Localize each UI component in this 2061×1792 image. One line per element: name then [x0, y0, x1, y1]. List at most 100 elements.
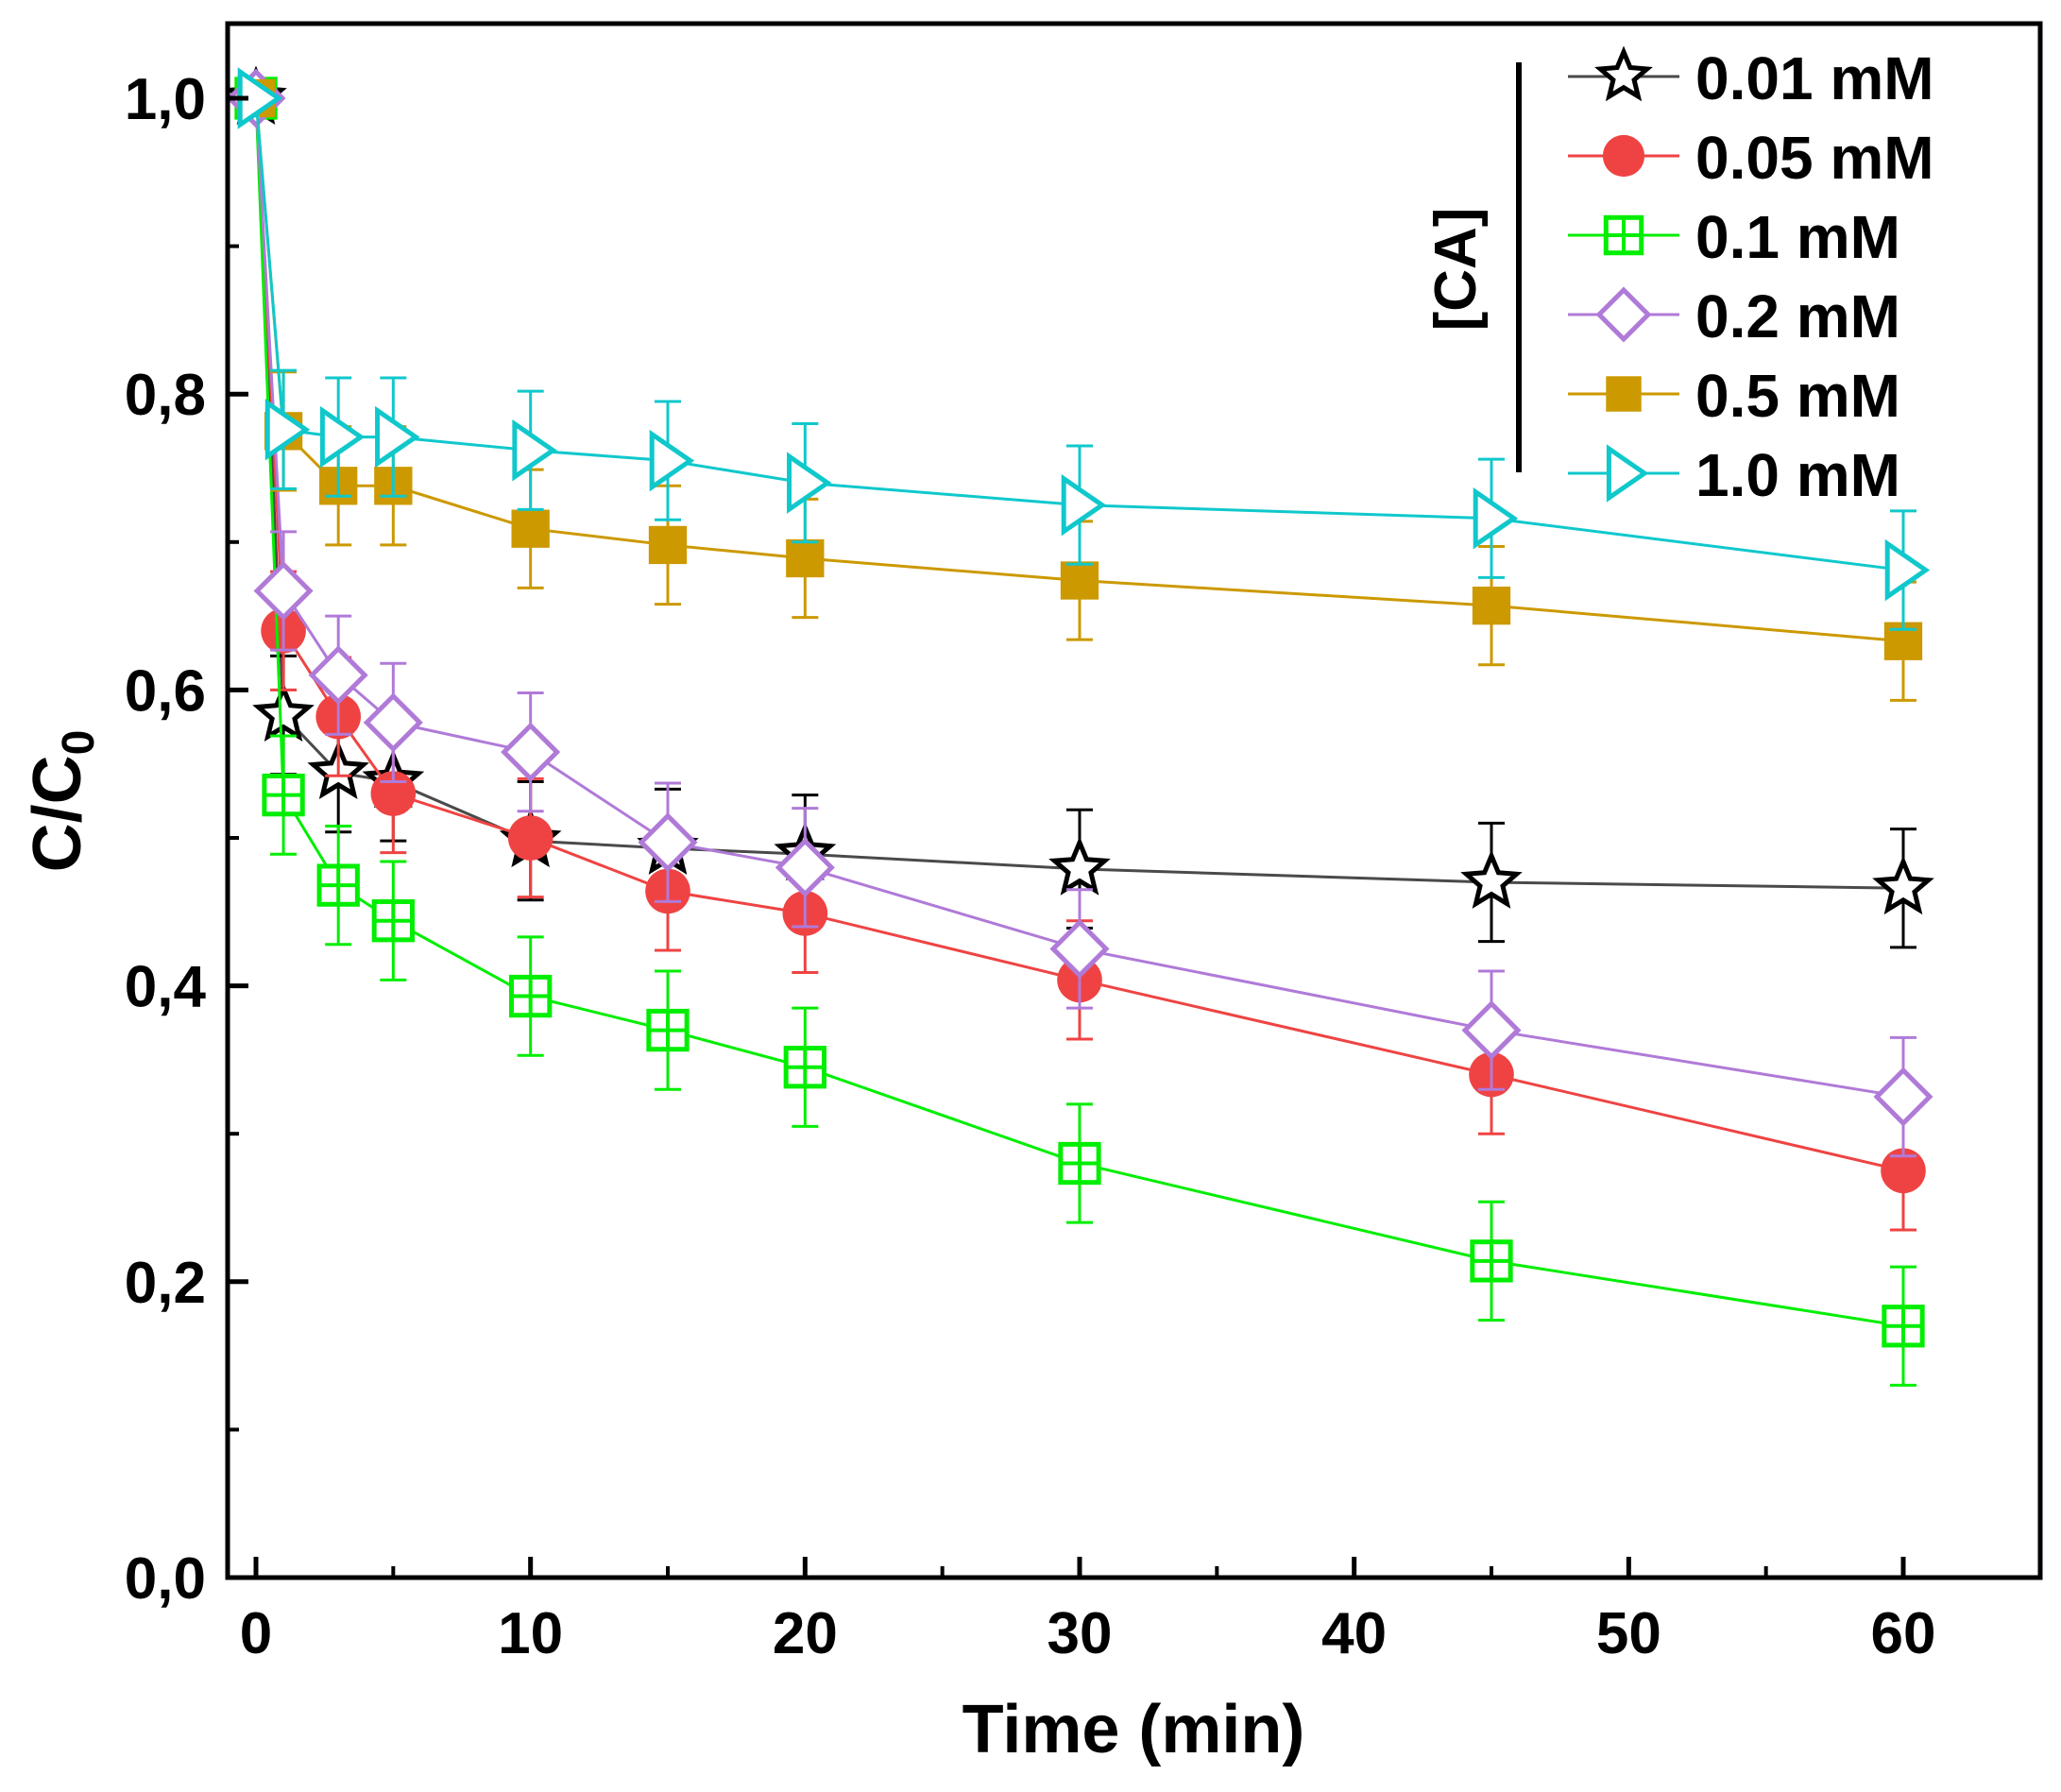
data-point	[1461, 1000, 1522, 1061]
series-0-5-mM	[236, 78, 1923, 702]
legend-label: 0.05 mM	[1695, 124, 1934, 192]
star-marker	[1460, 849, 1523, 909]
y-tick-label: 1,0	[125, 67, 206, 132]
diamond-marker	[253, 560, 314, 622]
diamond-marker	[1873, 1067, 1933, 1127]
data-point	[1470, 1239, 1513, 1283]
legend-label: 1.0 mM	[1695, 441, 1900, 509]
data-point	[1473, 486, 1519, 550]
data-point	[648, 525, 688, 565]
triangle-right-marker	[1473, 486, 1519, 550]
circle-marker	[507, 815, 554, 861]
data-point	[308, 645, 368, 706]
circle-marker	[1881, 1148, 1926, 1194]
legend-marker	[1595, 286, 1652, 343]
triangle-right-marker	[375, 405, 420, 469]
x-tick-label: 20	[773, 1601, 838, 1666]
diamond-marker	[501, 722, 561, 782]
data-point	[1058, 1141, 1101, 1186]
y-axis-label-subscript: 0	[54, 730, 104, 756]
svg-text:C/C0: C/C0	[20, 730, 104, 873]
legend: [CA] 0.01 mM 0.05 mM 0.1 mM 0.2 mM 0.5 mM 1.0…	[1423, 44, 1934, 509]
data-point	[375, 405, 420, 469]
square-marker	[1472, 586, 1511, 625]
y-tick-label: 0,2	[125, 1251, 206, 1316]
square-marker	[511, 509, 550, 548]
data-point	[1060, 561, 1099, 600]
data-point	[1049, 918, 1110, 979]
star-marker	[1594, 45, 1653, 102]
legend-label: 0.2 mM	[1695, 282, 1900, 350]
legend-item: 0.05 mM	[1568, 124, 1934, 192]
data-point	[264, 399, 311, 461]
axes-layer: 0 10 20 30 40 50 60 0,0 0,2 0,4 0,6 0,8 1,0	[125, 67, 1936, 1666]
diamond-marker	[638, 812, 698, 873]
x-tick-label: 60	[1871, 1601, 1936, 1666]
diamond-marker	[1461, 1000, 1522, 1061]
triangle-right-marker	[319, 405, 366, 469]
series-1-0-mM	[237, 67, 1931, 631]
legend-item: 0.5 mM	[1568, 362, 1900, 430]
data-point	[1884, 538, 1931, 602]
data-point	[316, 863, 360, 907]
legend-label: 0.01 mM	[1695, 44, 1934, 112]
series-line	[254, 97, 1904, 890]
legend-label: 0.5 mM	[1695, 362, 1900, 430]
circle-marker	[1602, 134, 1645, 178]
data-point	[1873, 1067, 1933, 1127]
y-axis-label-main: C/C	[20, 755, 95, 872]
legend-marker	[1606, 444, 1649, 503]
data-point	[787, 452, 832, 514]
series-line	[254, 97, 1904, 643]
y-tick-label: 0,4	[125, 955, 207, 1020]
legend-marker	[1594, 45, 1653, 102]
star-marker	[252, 682, 315, 742]
legend-item: 1.0 mM	[1568, 441, 1900, 509]
square-marker	[648, 525, 688, 565]
y-tick-label: 0,0	[125, 1546, 206, 1612]
data-point	[638, 812, 698, 873]
diamond-marker	[775, 837, 835, 897]
data-point	[512, 418, 557, 482]
data-point	[1460, 849, 1523, 909]
data-point	[646, 1008, 690, 1052]
plot-frame	[225, 21, 2043, 1580]
data-point	[1882, 1305, 1925, 1348]
star-marker	[1872, 855, 1934, 915]
x-tick-label: 40	[1321, 1601, 1387, 1666]
data-point	[1061, 473, 1107, 537]
legend-label: 0.1 mM	[1695, 203, 1900, 271]
data-point	[1872, 855, 1934, 915]
data-point	[507, 815, 554, 861]
x-tick-label: 10	[498, 1601, 563, 1666]
triangle-right-marker	[1884, 538, 1931, 602]
triangle-right-marker	[512, 418, 557, 482]
triangle-right-marker	[1606, 444, 1649, 503]
data-point	[786, 538, 825, 578]
triangle-right-marker	[649, 429, 695, 492]
square-marker	[1606, 376, 1642, 412]
legend-marker	[1606, 376, 1642, 412]
diamond-marker	[308, 645, 368, 706]
y-tick-label: 0,6	[125, 658, 206, 724]
series-0-05-mM	[233, 76, 1926, 1232]
series-line	[254, 97, 1904, 572]
data-point	[509, 974, 553, 1018]
star-marker	[1048, 836, 1111, 896]
x-tick-label: 30	[1048, 1601, 1113, 1666]
data-point	[1472, 586, 1511, 625]
data-point	[775, 837, 835, 897]
series-line	[254, 97, 1904, 1099]
legend-item: 0.2 mM	[1568, 282, 1900, 350]
square-marker	[1060, 561, 1099, 600]
y-axis-label: C/C0	[20, 730, 104, 873]
diamond-marker	[1595, 286, 1652, 343]
diamond-marker	[1049, 918, 1110, 979]
series-0-2-mM	[226, 68, 1933, 1158]
data-point	[1881, 1148, 1926, 1194]
legend-title: [CA]	[1423, 208, 1489, 332]
series-layer	[225, 65, 1934, 1387]
legend-marker	[1602, 134, 1645, 178]
data-point	[262, 773, 305, 817]
